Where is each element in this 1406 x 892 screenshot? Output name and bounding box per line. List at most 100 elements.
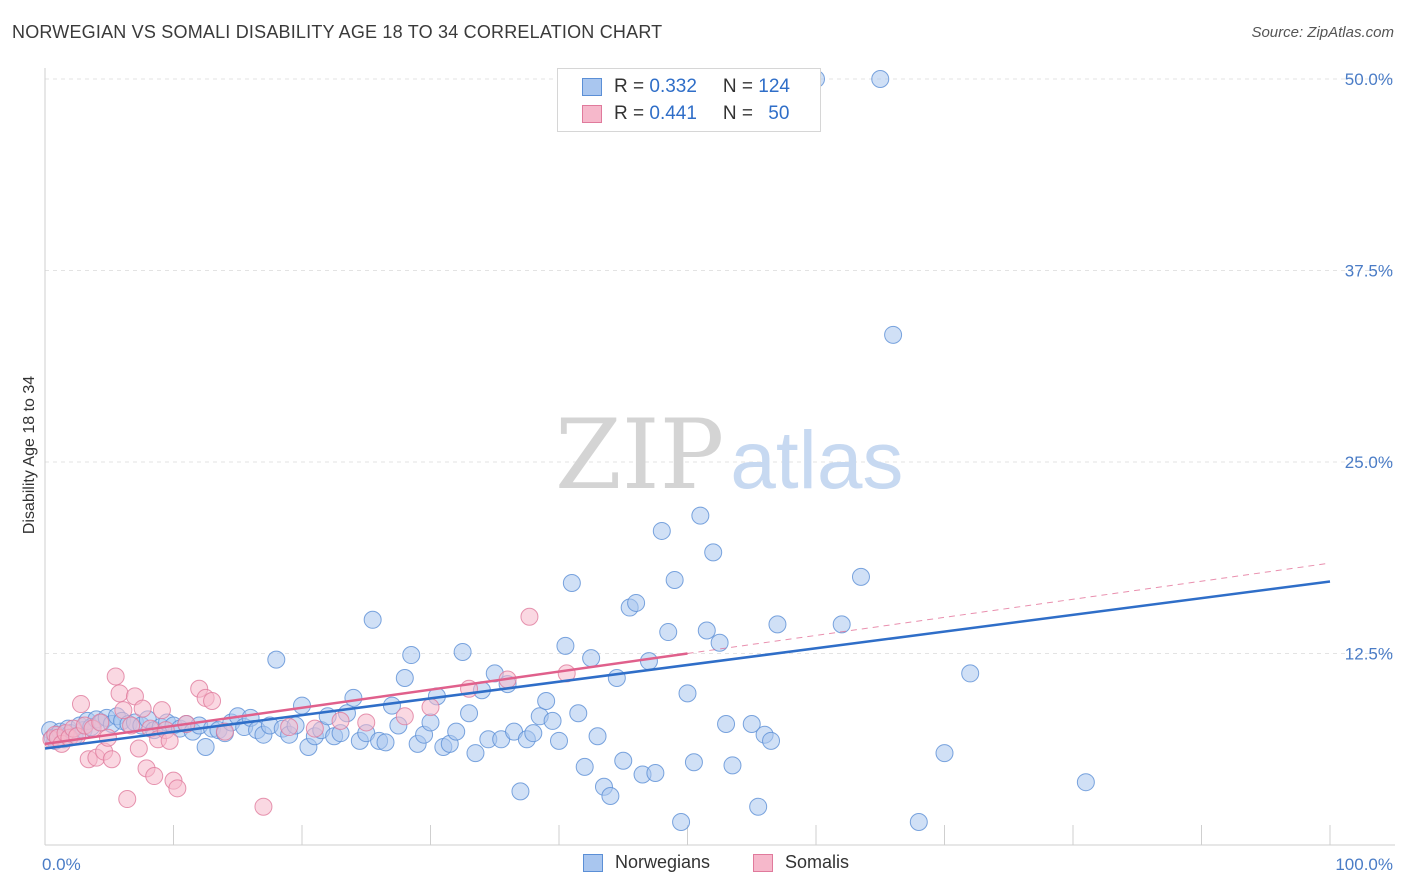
norwegians-point — [961, 664, 980, 683]
somalis-point — [254, 797, 273, 816]
series-legend: Norwegians Somalis — [0, 852, 1406, 878]
watermark-atlas: atlas — [730, 415, 903, 506]
stats-legend: R = 0.332 N = 124 R = 0.441 N = 50 — [557, 68, 821, 132]
norwegians-trend-line — [44, 580, 1331, 750]
norwegians-point — [453, 642, 472, 661]
norwegians-point — [749, 797, 768, 816]
watermark-zip: ZIP — [555, 399, 724, 511]
x-tick-label-max: 100.0% — [1335, 855, 1393, 874]
legend-r-value: 0.332 — [649, 76, 697, 97]
somalis-point — [91, 713, 110, 732]
legend-r-label: R = — [614, 76, 650, 97]
somalis-point — [331, 711, 350, 730]
somalis-point — [98, 728, 117, 747]
somalis-point — [395, 707, 414, 726]
somalis-point — [215, 722, 234, 741]
norwegians-point — [704, 543, 723, 562]
norwegians-point — [884, 325, 903, 344]
legend-r-label: R = — [614, 103, 650, 124]
norwegians-point — [588, 727, 607, 746]
norwegians-point — [511, 782, 530, 801]
norwegians-point — [562, 574, 581, 593]
legend-n-label: N = — [722, 76, 759, 97]
norwegians-point — [537, 691, 556, 710]
trend-lines — [44, 562, 1331, 750]
norwegians-point — [639, 652, 658, 671]
tick-labels: 12.5% 25.0% 37.5% 50.0% 0.0% 100.0% — [42, 70, 1393, 874]
somalis-point — [110, 684, 129, 703]
somalis-legend-swatch — [753, 853, 773, 872]
somalis-point — [168, 779, 187, 798]
somalis-point — [133, 699, 152, 718]
somalis-swatch — [582, 105, 602, 123]
norwegians-point — [710, 633, 729, 652]
legend-item-norwegians: Norwegians — [583, 852, 710, 873]
norwegians-point — [267, 650, 286, 669]
norwegians-point — [851, 567, 870, 586]
norwegians-point — [871, 70, 890, 88]
norwegians-point — [575, 757, 594, 776]
somalis-point — [106, 667, 125, 686]
norwegians-point — [293, 696, 311, 715]
norwegians-point — [723, 756, 742, 775]
norwegians-point — [363, 610, 382, 629]
somalis-point — [520, 607, 539, 626]
legend-row-norwegians: R = 0.332 N = 124 — [582, 74, 790, 100]
norwegians-point — [665, 570, 684, 589]
somalis-point — [305, 719, 324, 738]
somalis-point — [145, 767, 164, 786]
somalis-points — [42, 607, 576, 816]
watermark: ZIPatlas — [555, 399, 903, 511]
norwegians-point — [447, 722, 466, 741]
norwegians-point — [569, 704, 588, 723]
y-tick-label: 25.0% — [1345, 453, 1393, 472]
norwegians-point — [762, 731, 781, 750]
norwegians-legend-label: Norwegians — [615, 852, 711, 872]
legend-n-value: 50 — [768, 103, 790, 124]
source-label: Source: ZipAtlas.com — [1251, 24, 1394, 41]
norwegians-point — [717, 714, 736, 733]
norwegians-point — [344, 688, 363, 707]
somalis-trend-extension — [687, 562, 1331, 654]
somalis-point — [129, 739, 148, 758]
norwegians-point — [556, 636, 575, 655]
norwegians-point — [697, 621, 716, 640]
norwegians-point — [659, 623, 678, 642]
norwegians-point — [742, 714, 761, 733]
somalis-point — [421, 698, 440, 717]
legend-n-value: 124 — [758, 76, 790, 97]
somalis-point — [102, 750, 121, 769]
x-tick-label-min: 0.0% — [42, 855, 81, 874]
legend-n-label: N = — [722, 103, 759, 124]
norwegians-point — [543, 711, 562, 730]
norwegians-point — [376, 733, 395, 752]
norwegians-point — [524, 724, 543, 743]
somalis-legend-label: Somalis — [785, 852, 850, 872]
somalis-point — [122, 716, 141, 735]
norwegians-point — [935, 744, 954, 763]
norwegians-point — [607, 669, 626, 688]
norwegians-point — [652, 521, 671, 540]
somalis-point — [280, 718, 299, 737]
norwegians-point — [421, 713, 440, 732]
norwegians-point — [460, 704, 479, 723]
norwegians-point — [678, 684, 697, 703]
norwegians-point — [909, 813, 928, 832]
grid-lines — [45, 78, 1395, 654]
norwegians-point — [646, 763, 665, 782]
somalis-point — [203, 691, 222, 710]
norwegians-point — [627, 593, 646, 612]
somalis-trend-line — [44, 652, 688, 746]
somalis-point — [152, 701, 171, 720]
norwegians-point — [550, 731, 568, 750]
norwegians-point — [196, 737, 215, 756]
norwegians-point — [402, 646, 421, 665]
norwegians-point — [466, 744, 485, 763]
somalis-point — [114, 701, 133, 720]
y-axis-label: Disability Age 18 to 34 — [21, 376, 38, 534]
norwegians-point — [768, 615, 787, 634]
chart-title: NORWEGIAN VS SOMALI DISABILITY AGE 18 TO… — [12, 22, 663, 42]
somalis-point — [118, 790, 137, 809]
norwegians-point — [672, 813, 691, 832]
